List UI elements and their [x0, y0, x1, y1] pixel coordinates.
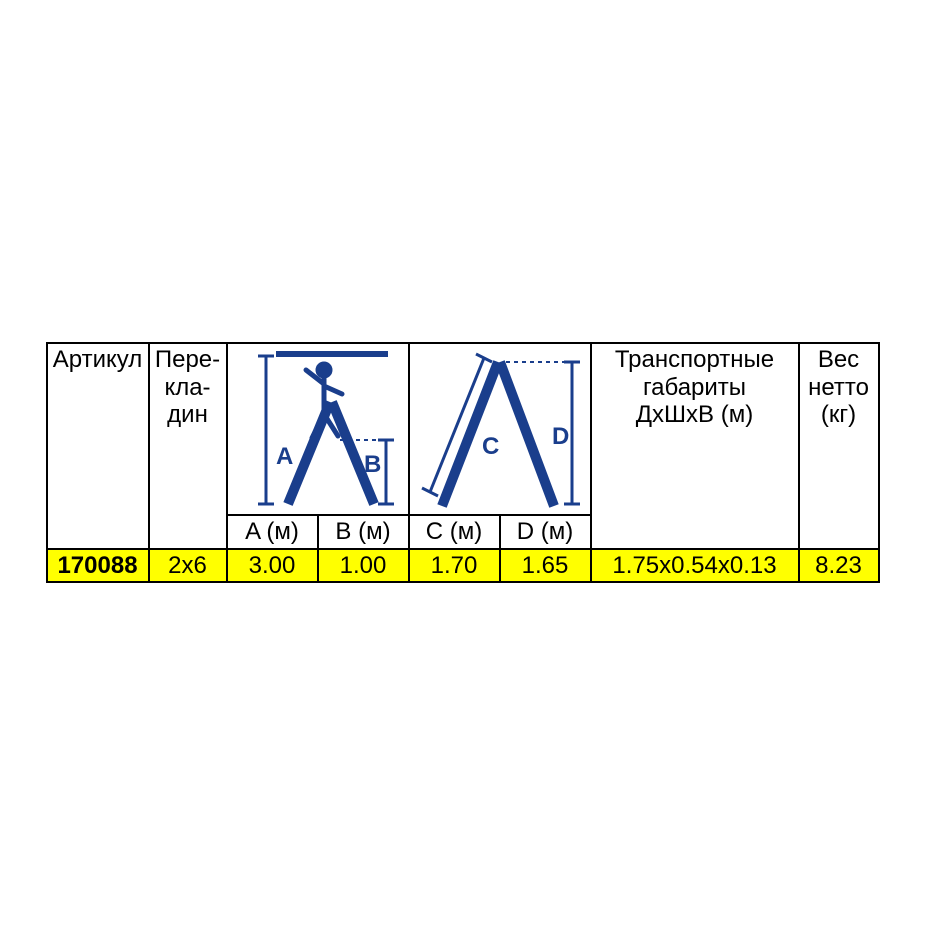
col-a-unit: A (м): [227, 515, 318, 549]
col-b-unit: B (м): [318, 515, 409, 549]
cell-rungs: 2x6: [149, 549, 227, 583]
rungs-line-1: кла-: [164, 374, 210, 401]
cell-weight: 8.23: [799, 549, 879, 583]
ladder-frame-icon: C D: [410, 344, 590, 514]
weight-line-1: нетто: [808, 374, 869, 401]
header-row: Артикул Пере- кла- дин: [47, 343, 879, 515]
weight-line-2: (кг): [821, 401, 856, 428]
ladder-person-icon: A B: [228, 344, 408, 514]
rungs-line-2: дин: [167, 401, 208, 428]
cell-b: 1.00: [318, 549, 409, 583]
col-transport: Транспортные габариты ДхШхВ (м): [591, 343, 799, 549]
col-rungs: Пере- кла- дин: [149, 343, 227, 549]
col-weight: Вес нетто (кг): [799, 343, 879, 549]
rungs-line-0: Пере-: [155, 346, 220, 373]
weight-line-0: Вес: [818, 346, 859, 373]
diagram-cd: C D: [409, 343, 591, 515]
col-d-unit: D (м): [500, 515, 591, 549]
cell-a: 3.00: [227, 549, 318, 583]
transport-line-1: габариты: [643, 374, 746, 401]
cell-c: 1.70: [409, 549, 500, 583]
diagram-ab: A B: [227, 343, 409, 515]
table-row: 170088 2x6 3.00 1.00 1.70 1.65 1.75x0.54…: [47, 549, 879, 583]
transport-line-2: ДхШхВ (м): [636, 401, 753, 428]
spec-table: Артикул Пере- кла- дин: [46, 342, 880, 583]
cell-d: 1.65: [500, 549, 591, 583]
label-c: C: [482, 433, 499, 460]
label-b: B: [364, 451, 381, 478]
label-d: D: [552, 423, 569, 450]
col-article: Артикул: [47, 343, 149, 549]
col-c-unit: C (м): [409, 515, 500, 549]
cell-article: 170088: [47, 549, 149, 583]
cell-transport: 1.75x0.54x0.13: [591, 549, 799, 583]
label-a: A: [276, 443, 293, 470]
transport-line-0: Транспортные: [615, 346, 774, 373]
